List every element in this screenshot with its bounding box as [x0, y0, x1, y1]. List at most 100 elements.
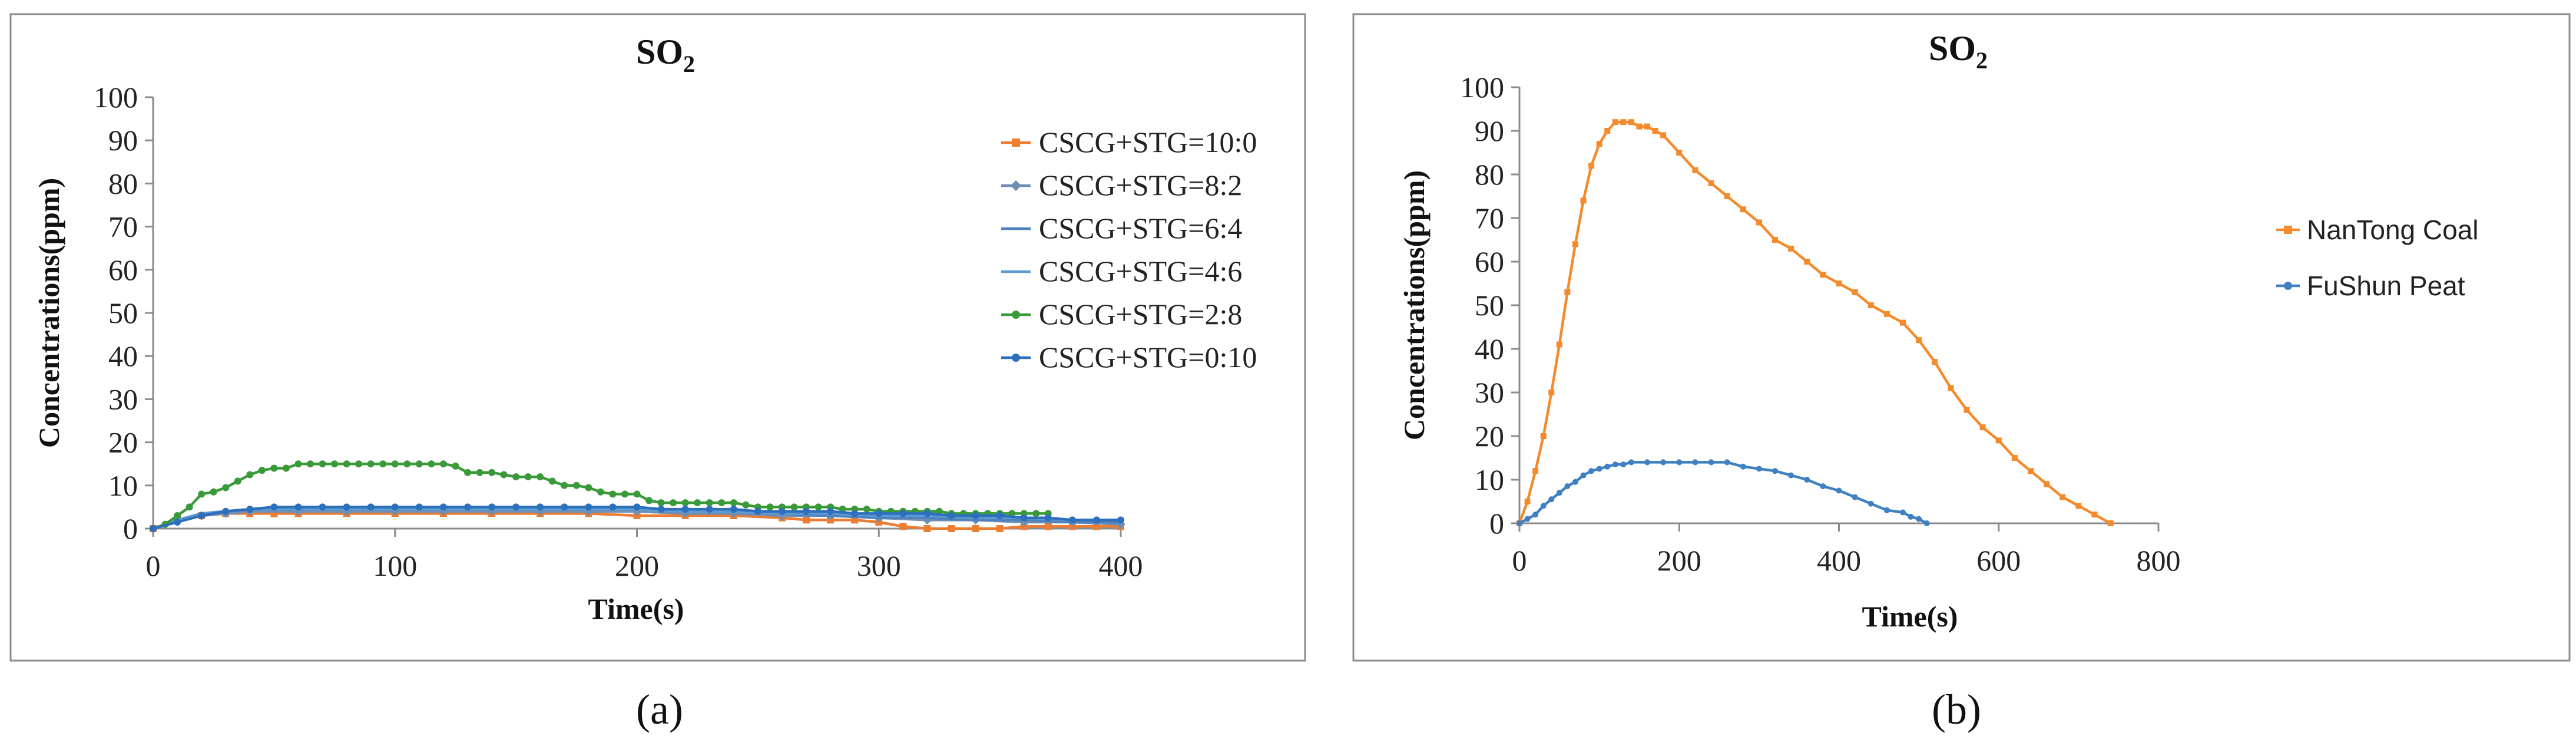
- panel-a-data-point: [234, 477, 241, 485]
- panel-b-ytick-label: 50: [1475, 289, 1504, 322]
- panel-b-data-point: [1676, 150, 1683, 156]
- panel-a-data-point: [537, 503, 544, 511]
- panel-b-data-point: [2044, 481, 2050, 487]
- panel-b-data-point: [1620, 119, 1627, 126]
- panel-b-data-point: [1804, 259, 1810, 265]
- panel-a-legend-label: CSCG+STG=10:0: [1039, 126, 1257, 159]
- panel-b-series-1: [1517, 459, 1930, 526]
- panel-a-data-point: [948, 512, 955, 520]
- panel-b-ytick-label: 100: [1460, 71, 1504, 104]
- panel-a-data-point: [814, 503, 822, 511]
- panel-a-ytick-label: 70: [108, 210, 138, 243]
- panel-a-data-point: [246, 471, 254, 479]
- panel-a-data-point: [512, 503, 520, 511]
- panel-b-data-point: [1556, 341, 1562, 348]
- panel-b-data-point: [1788, 472, 1794, 479]
- panel-a-data-point: [585, 484, 592, 491]
- panel-a-data-point: [561, 503, 568, 511]
- panel-a-data-point: [585, 503, 592, 511]
- panel-b-data-point: [1644, 459, 1650, 466]
- panel-a-data-point: [899, 510, 907, 517]
- panel-b-xtick-label: 200: [1657, 544, 1701, 577]
- panel-a-ytick-label: 80: [108, 167, 138, 200]
- panel-a-data-point: [391, 503, 399, 511]
- panel-a-data-point: [742, 501, 750, 509]
- panel-b-legend-label: NanTong Coal: [2307, 215, 2479, 245]
- panel-b-data-point: [1620, 461, 1627, 468]
- panel-a-data-point: [198, 490, 206, 498]
- panel-b-ytick-label: 40: [1475, 332, 1504, 365]
- panel-a-ytick-label: 0: [123, 512, 138, 545]
- panel-a-data-point: [512, 473, 520, 481]
- panel-b-data-point: [1788, 245, 1794, 252]
- panel-b-legend-swatch-marker: [2284, 226, 2292, 234]
- panel-a-data-point: [306, 460, 314, 468]
- panel-b-data-point: [1588, 163, 1595, 169]
- panel-a-data-point: [948, 525, 955, 532]
- panel-b-data-point: [1644, 123, 1650, 130]
- panel-a-legend-label: CSCG+STG=4:6: [1039, 255, 1242, 288]
- panel-a-xlabel: Time(s): [588, 592, 684, 625]
- panel-b-data-point: [1724, 459, 1730, 466]
- panel-a-data-point: [875, 510, 883, 517]
- panel-a-data-point: [270, 503, 278, 511]
- panel-a-data-point: [367, 503, 375, 511]
- panel-a-data-point: [778, 507, 786, 515]
- panel-a-data-point: [391, 460, 399, 468]
- panel-a-data-point: [1092, 523, 1100, 530]
- panel-b-data-point: [1708, 459, 1714, 466]
- panel-a-legend-swatch-marker: [1012, 354, 1020, 362]
- panel-b-data-point: [1556, 490, 1562, 496]
- panel-b-data-point: [1564, 289, 1571, 295]
- panel-b-data-point: [1772, 468, 1778, 474]
- panel-a-data-point: [294, 460, 302, 468]
- panel-a-data-point: [718, 499, 726, 507]
- panel-a-series-5: [150, 503, 1124, 532]
- panel-b-legend-label: FuShun Peat: [2307, 270, 2465, 301]
- panel-b-data-point: [2091, 512, 2098, 518]
- panel-a-data-point: [537, 473, 544, 481]
- panel-b-data-point: [1628, 119, 1634, 126]
- panel-a-data-point: [851, 516, 859, 524]
- panel-b-xtick-label: 600: [1976, 544, 2021, 577]
- panel-b-data-point: [1548, 496, 1555, 503]
- panel-b-data-point: [1883, 311, 1890, 317]
- panel-a-legend-item: CSCG+STG=6:4: [1001, 212, 1242, 245]
- panel-b-data-point: [2107, 520, 2114, 526]
- panel-a-data-point: [1092, 516, 1100, 524]
- panel-b-data-point: [2075, 503, 2082, 509]
- panel-b-title-main: SO: [1929, 29, 1976, 68]
- panel-a-data-point: [476, 468, 484, 476]
- panel-a-data-point: [694, 499, 701, 507]
- panel-b-data-point: [1580, 472, 1587, 479]
- panel-b-data-point: [1660, 459, 1667, 466]
- panel-a-data-point: [270, 464, 278, 472]
- panel-a-legend-item: CSCG+STG=0:10: [1001, 341, 1257, 374]
- panel-a-data-point: [657, 499, 665, 507]
- panel-a-legend-label: CSCG+STG=8:2: [1039, 169, 1242, 202]
- panel-b-data-point: [1524, 516, 1531, 522]
- panel-b-data-point: [1868, 302, 1874, 308]
- panel-a-data-point: [706, 506, 713, 513]
- panel-a-data-point: [923, 510, 931, 517]
- panel-b-data-point: [1836, 281, 1842, 286]
- panel-b-data-point: [2011, 455, 2018, 461]
- panel-b-data-point: [1517, 520, 1522, 526]
- panel-a-data-point: [500, 471, 508, 479]
- panel-a-data-point: [645, 497, 653, 504]
- panel-a-data-point: [730, 506, 737, 513]
- panel-b-data-point: [1964, 407, 1970, 413]
- panel-a-data-point: [790, 503, 798, 511]
- panel-b-title: SO2: [1929, 29, 1988, 74]
- panel-b-data-point: [1564, 483, 1571, 490]
- panel-a-xtick-label: 300: [857, 549, 901, 582]
- panel-b-xtick-label: 800: [2137, 544, 2181, 577]
- panel-a-data-point: [803, 516, 810, 524]
- panel-b-data-point: [1852, 289, 1858, 295]
- panel-a-data-point: [681, 499, 689, 507]
- panel-a-data-point: [972, 512, 979, 520]
- panel-a-title: SO2: [636, 32, 695, 77]
- panel-a-data-point: [851, 510, 859, 517]
